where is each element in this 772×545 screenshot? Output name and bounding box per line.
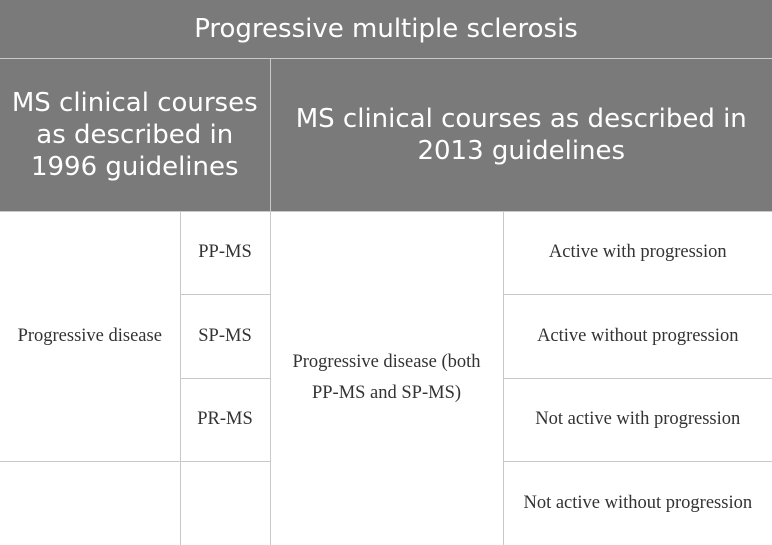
empty-cell-1996 <box>0 461 181 545</box>
subtype-1996-sp-ms: SP-MS <box>180 294 271 379</box>
progressive-disease-2013-cell: Progressive disease (both PP-MS and SP-M… <box>270 211 504 545</box>
subtype-2013-not-active-without-progression: Not active without progression <box>523 492 753 513</box>
subtype-1996-empty <box>180 461 271 545</box>
progressive-disease-1996-cell: Progressive disease <box>0 211 181 462</box>
subtype-2013-active-with-progression: Active with progression <box>503 211 772 295</box>
subtype-1996-pp-ms: PP-MS <box>180 211 271 295</box>
header-2013-guidelines: MS clinical courses as described in 2013… <box>270 58 772 212</box>
header-1996-guidelines: MS clinical courses as described in 1996… <box>0 58 271 212</box>
subtype-2013-active-without-progression: Active without progression <box>503 294 772 379</box>
subtype-1996-pr-ms: PR-MS <box>180 378 271 462</box>
table-title: Progressive multiple sclerosis <box>0 0 772 59</box>
subtype-2013-not-active-with-progression: Not active with progression <box>503 378 772 462</box>
